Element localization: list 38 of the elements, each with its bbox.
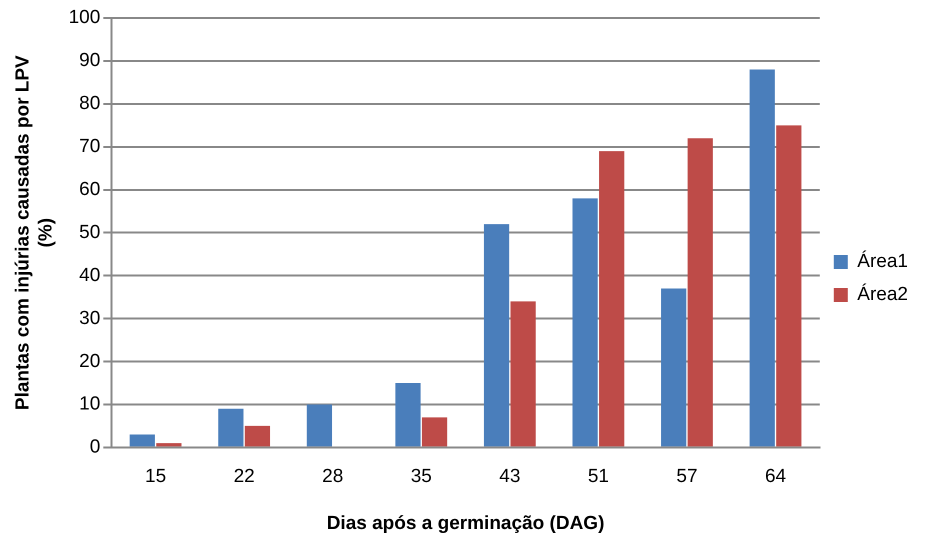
y-tick-label: 40 xyxy=(79,264,100,286)
x-tick-label: 35 xyxy=(410,466,432,488)
y-tick-label: 30 xyxy=(79,308,100,329)
x-tick-label: 57 xyxy=(676,466,698,488)
x-tick-label: 43 xyxy=(499,466,520,488)
x-axis-title: Dias após a germinação (DAG) xyxy=(326,512,604,534)
y-tick-label: 60 xyxy=(79,178,100,200)
x-tick-label: 64 xyxy=(764,466,787,488)
y-tick-label: 100 xyxy=(68,7,100,28)
x-tick-label: 28 xyxy=(322,466,344,488)
legend-label: Área1 xyxy=(857,250,908,272)
bar xyxy=(218,408,244,446)
bar xyxy=(776,125,802,446)
bar xyxy=(484,224,510,446)
y-tick-label: 70 xyxy=(79,136,100,158)
y-tick-label: 0 xyxy=(90,436,100,458)
bar xyxy=(599,151,624,446)
y-tick-label: 10 xyxy=(79,394,100,415)
x-tick-label: 15 xyxy=(145,466,166,488)
y-tick-label: 90 xyxy=(79,50,100,72)
y-axis-title: Plantas com injúrias causadas por LPV (%) xyxy=(12,54,56,410)
y-tick-label: 50 xyxy=(79,222,100,243)
bar xyxy=(510,301,536,446)
bar xyxy=(156,443,182,446)
x-tick-label: 51 xyxy=(588,466,609,488)
y-tick-label: 20 xyxy=(79,350,100,372)
bar xyxy=(306,404,332,446)
bar xyxy=(244,426,270,446)
legend-label: Área2 xyxy=(857,283,908,306)
bar xyxy=(688,138,713,446)
bar xyxy=(130,434,155,446)
bar xyxy=(661,288,686,446)
bar xyxy=(572,198,598,446)
bar xyxy=(395,382,421,446)
y-tick-label: 80 xyxy=(79,93,100,114)
bar xyxy=(422,417,448,446)
bar xyxy=(750,70,775,446)
x-tick-label: 22 xyxy=(234,466,255,488)
